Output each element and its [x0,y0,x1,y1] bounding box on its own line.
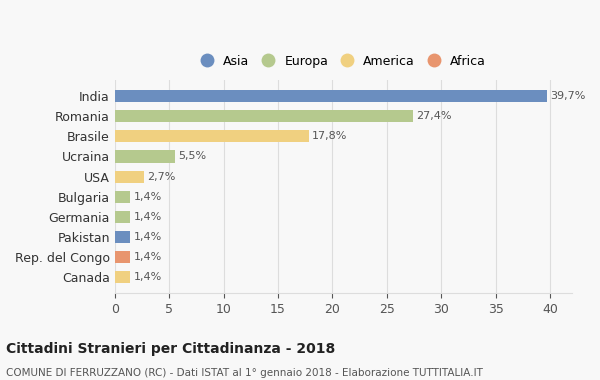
Text: 2,7%: 2,7% [148,172,176,182]
Bar [115,90,547,102]
Legend: Asia, Europa, America, Africa: Asia, Europa, America, Africa [194,48,492,74]
Text: 1,4%: 1,4% [133,192,161,202]
Bar [115,271,130,283]
Text: 17,8%: 17,8% [312,131,347,141]
Text: COMUNE DI FERRUZZANO (RC) - Dati ISTAT al 1° gennaio 2018 - Elaborazione TUTTITA: COMUNE DI FERRUZZANO (RC) - Dati ISTAT a… [6,368,483,378]
Bar [115,130,308,142]
Text: 27,4%: 27,4% [416,111,452,121]
Text: 39,7%: 39,7% [550,91,586,101]
Bar [115,251,130,263]
Text: 5,5%: 5,5% [178,152,206,162]
Bar [115,231,130,243]
Bar [115,171,144,183]
Text: 1,4%: 1,4% [133,252,161,262]
Bar [115,150,175,163]
Text: 1,4%: 1,4% [133,272,161,282]
Bar [115,211,130,223]
Bar [115,191,130,203]
Text: 1,4%: 1,4% [133,212,161,222]
Text: 1,4%: 1,4% [133,232,161,242]
Bar [115,110,413,122]
Text: Cittadini Stranieri per Cittadinanza - 2018: Cittadini Stranieri per Cittadinanza - 2… [6,342,335,356]
